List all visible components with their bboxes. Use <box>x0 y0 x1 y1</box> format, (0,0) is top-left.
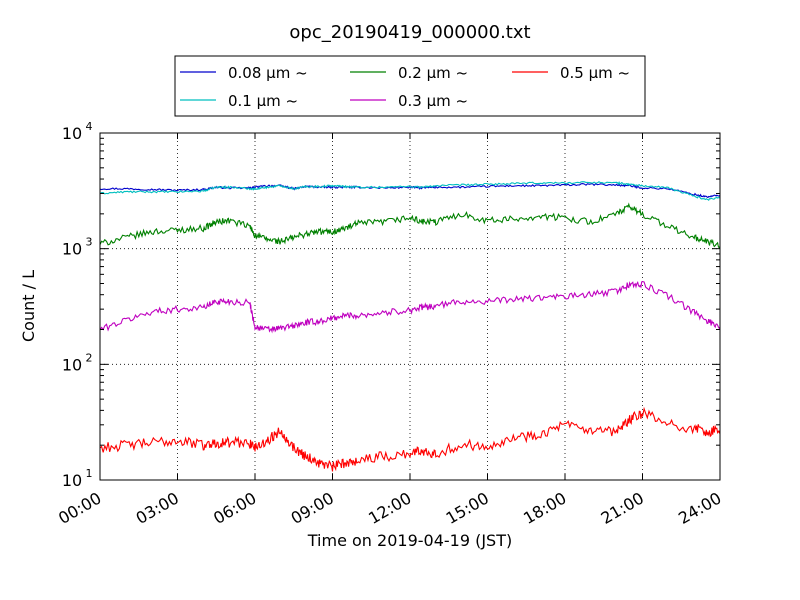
x-tick-label: 12:00 <box>365 488 414 528</box>
y-tick-label: 10 3 <box>62 236 93 259</box>
y-tick-label: 10 2 <box>62 351 93 374</box>
y-tick-label: 10 1 <box>62 467 93 490</box>
plot-frame <box>99 132 721 481</box>
x-tick-label: 18:00 <box>520 488 569 528</box>
x-tick-label: 06:00 <box>210 488 259 528</box>
y-tick-label: 10 4 <box>62 120 93 143</box>
series-line-1 <box>99 181 721 202</box>
x-tick-label: 21:00 <box>598 488 647 528</box>
grid-layer <box>100 133 720 480</box>
chart-title: opc_20190419_000000.txt <box>289 22 530 43</box>
series-line-2 <box>99 202 721 249</box>
x-axis-label: Time on 2019-04-19 (JST) <box>307 531 512 550</box>
y-tick-label-exp: 4 <box>86 120 93 133</box>
y-axis-label: Count / L <box>19 270 38 342</box>
series-line-4 <box>99 406 721 472</box>
y-tick-label-exp: 2 <box>86 351 93 364</box>
x-tick-label: 15:00 <box>443 488 492 528</box>
legend-box <box>174 55 646 117</box>
y-tick-label-base: 10 <box>62 471 82 490</box>
y-tick-label-base: 10 <box>62 240 82 259</box>
legend-label-3: 0.3 μm ~ <box>398 92 468 110</box>
legend-label-2: 0.2 μm ~ <box>398 64 468 82</box>
legend-label-1: 0.1 μm ~ <box>228 92 298 110</box>
x-tick-label: 03:00 <box>133 488 182 528</box>
y-tick-label-base: 10 <box>62 124 82 143</box>
legend-label-0: 0.08 μm ~ <box>228 64 308 82</box>
legend-label-4: 0.5 μm ~ <box>560 64 630 82</box>
y-tick-label-exp: 1 <box>86 467 93 480</box>
x-tick-label: 09:00 <box>288 488 337 528</box>
y-tick-label-exp: 3 <box>86 236 93 249</box>
series-layer <box>99 181 721 472</box>
x-tick-label: 24:00 <box>675 488 724 528</box>
y-tick-label-base: 10 <box>62 355 82 374</box>
legend: 0.08 μm ~ 0.1 μm ~ 0.2 μm ~ 0.3 μm ~ 0.5 μm … <box>174 55 646 117</box>
series-line-0 <box>99 182 721 199</box>
x-tick-label: 00:00 <box>55 488 104 528</box>
series-line-3 <box>99 280 721 334</box>
